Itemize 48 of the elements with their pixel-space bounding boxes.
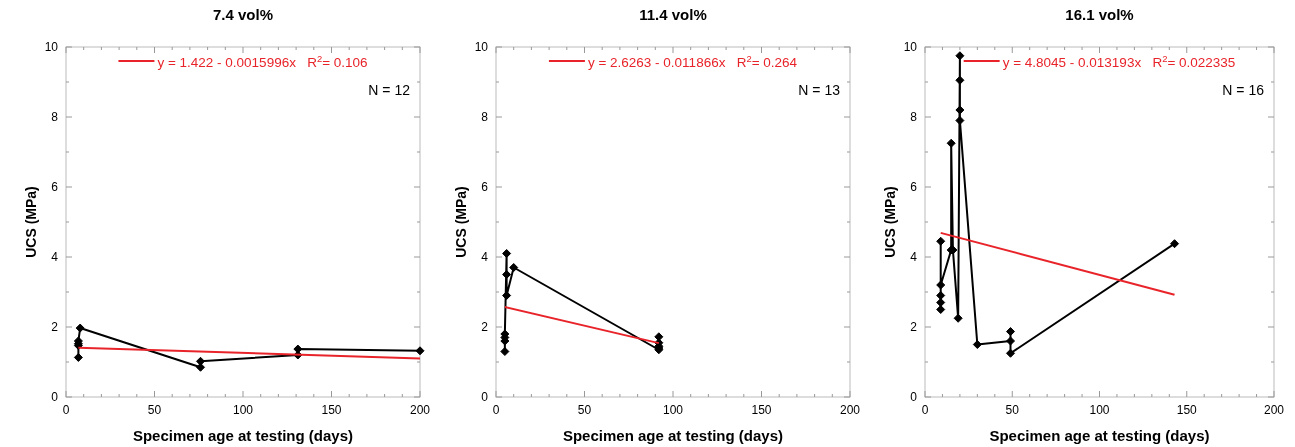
y-tick-label: 8 (910, 110, 918, 124)
x-tick-label: 150 (321, 403, 342, 417)
y-tick-label: 4 (481, 250, 489, 264)
y-tick-label: 4 (910, 250, 918, 264)
x-tick-label: 150 (1176, 403, 1198, 417)
y-tick-label: 4 (51, 250, 59, 264)
y-tick-label: 10 (903, 40, 918, 54)
y-axis-title: UCS (MPa) (23, 186, 39, 258)
y-tick-label: 10 (474, 40, 489, 54)
chart-title: 7.4 vol% (212, 6, 274, 23)
y-tick-label: 6 (51, 180, 59, 194)
y-tick-label: 8 (481, 110, 489, 124)
y-tick-label: 0 (910, 390, 918, 404)
x-tick-label: 100 (232, 403, 254, 417)
x-tick-label: 200 (839, 403, 861, 417)
legend-label: y = 2.6263 - 0.011866x R$^{2}$= 0.264 (587, 52, 798, 70)
x-tick-label: 200 (409, 403, 431, 417)
x-axis-title: Specimen age at testing (days) (132, 427, 354, 444)
y-tick-label: 6 (481, 180, 489, 194)
chart-title: 11.4 vol% (639, 6, 707, 23)
x-tick-label: 50 (577, 403, 592, 417)
annotation: N = 12 (368, 82, 411, 98)
x-tick-label: 0 (62, 403, 70, 417)
annotation: N = 13 (798, 82, 841, 98)
y-axis-title: UCS (MPa) (453, 186, 469, 258)
annotation: N = 16 (1222, 82, 1265, 98)
x-tick-label: 200 (1263, 403, 1285, 417)
x-tick-label: 150 (751, 403, 772, 417)
y-tick-label: 0 (51, 390, 59, 404)
legend-label: y = 1.422 - 0.0015996x R$^{2}$= 0.106 (157, 52, 368, 70)
y-tick-label: 2 (910, 320, 918, 334)
x-tick-label: 0 (492, 403, 500, 417)
x-tick-label: 100 (662, 403, 684, 417)
y-tick-label: 2 (51, 320, 59, 334)
x-axis-title: Specimen age at testing (days) (562, 427, 784, 444)
x-tick-label: 50 (147, 403, 162, 417)
legend-label: y = 4.8045 - 0.013193x R$^{2}$= 0.022335 (1002, 52, 1236, 70)
x-axis-title: Specimen age at testing (days) (989, 427, 1210, 444)
y-tick-label: 2 (481, 320, 489, 334)
x-tick-label: 100 (1089, 403, 1110, 417)
chart-title: 16.1 vol% (1065, 6, 1134, 23)
x-tick-label: 50 (1005, 403, 1020, 417)
y-tick-label: 10 (44, 40, 59, 54)
y-tick-label: 6 (910, 180, 918, 194)
y-tick-label: 0 (481, 390, 489, 404)
y-tick-label: 8 (51, 110, 59, 124)
x-tick-label: 0 (921, 403, 929, 417)
y-axis-title: UCS (MPa) (882, 186, 898, 258)
